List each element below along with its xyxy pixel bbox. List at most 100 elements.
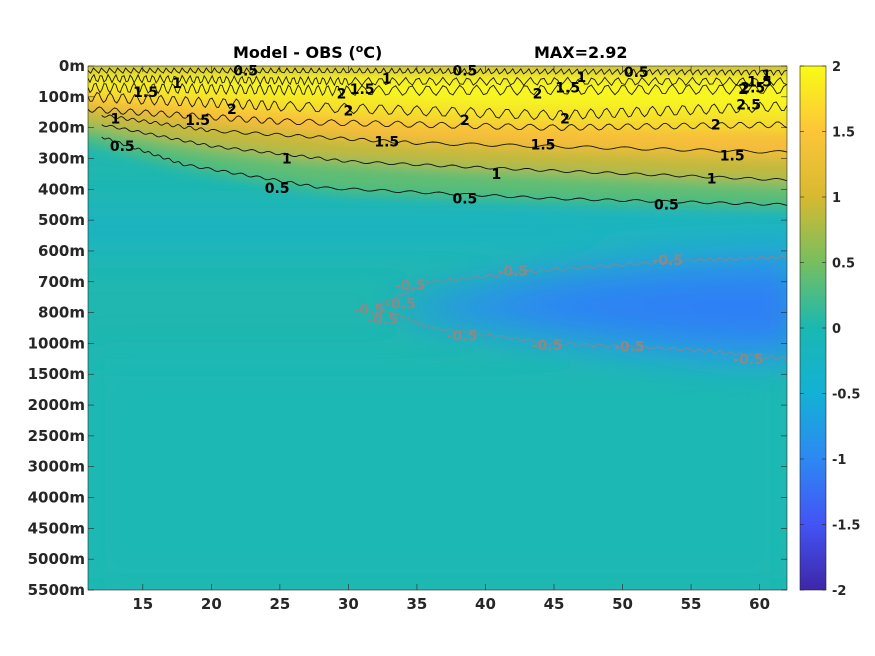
contour-label: 1.5 — [133, 85, 158, 101]
contour-line — [101, 114, 787, 154]
contour-label: 2 — [711, 118, 721, 134]
y-tick-label: 300m — [38, 149, 85, 167]
x-tick-label: 20 — [201, 595, 222, 613]
contour-label: -0.5 — [652, 253, 683, 269]
contour-label: -0.5 — [385, 296, 416, 312]
contour-label: -0.5 — [532, 338, 563, 354]
y-tick-label: 100m — [38, 88, 85, 106]
x-tick-label: 45 — [544, 595, 565, 613]
colorbar-tick-label: 0 — [832, 322, 841, 337]
colorbar-tick-label: 0.5 — [832, 257, 855, 272]
colorbar — [800, 66, 826, 590]
contour-label: 2 — [560, 111, 570, 127]
contour-label: 0.5 — [265, 181, 290, 197]
axes-frame — [87, 65, 788, 591]
y-tick-label: 0m — [59, 57, 85, 75]
contour-label: 1 — [282, 151, 292, 167]
contour-label: 1.5 — [185, 113, 210, 129]
contour-label: 0.5 — [453, 192, 478, 208]
contour-label: 2 — [337, 87, 347, 103]
max-label: MAX=2.92 — [534, 43, 628, 62]
contour-label: 1.5 — [747, 74, 772, 90]
contour-label: 2 — [460, 113, 470, 129]
contour-label: 2 — [738, 82, 748, 98]
contour-label: -0.5 — [367, 312, 398, 328]
colorbar-tick-label: -1 — [832, 453, 846, 468]
contour-label: 1 — [577, 70, 587, 86]
contour-label: 2.5 — [740, 81, 765, 97]
contour-label: -0.5 — [354, 303, 385, 319]
y-tick-label: 400m — [38, 180, 85, 198]
x-tick-label: 40 — [475, 595, 496, 613]
x-tick-label: 50 — [612, 595, 633, 613]
contour-label: 0.5 — [453, 64, 478, 80]
contour-label: 1.5 — [555, 81, 580, 97]
contour-line — [101, 136, 787, 206]
contour-label: 1 — [382, 71, 392, 87]
colorbar-tick-label: -2 — [832, 584, 846, 599]
contour-label: 1 — [111, 111, 121, 127]
contour-label: 1 — [762, 68, 772, 84]
x-tick-label: 30 — [338, 595, 359, 613]
contour-label: 1.5 — [350, 82, 375, 98]
contour-label: -0.5 — [395, 278, 426, 294]
contour-label: -0.5 — [733, 352, 764, 368]
y-tick-label: 4500m — [28, 519, 85, 537]
y-tick-label: 800m — [38, 304, 85, 322]
contour-line — [88, 91, 787, 121]
contour-line — [88, 67, 787, 76]
y-tick-label: 500m — [38, 211, 85, 229]
contour-line — [375, 255, 787, 308]
contour-label: 2 — [344, 104, 354, 120]
contour-label: 0.5 — [110, 139, 135, 155]
contour-line — [88, 82, 787, 97]
y-axis-ticks: 0m 100m 200m 300m 400m 500m 600m 700m 800m 1000m 1… — [28, 57, 787, 599]
x-tick-label: 55 — [681, 595, 702, 613]
y-tick-label: 700m — [38, 273, 85, 291]
x-tick-label: 25 — [269, 595, 290, 613]
contour-label: 1.5 — [374, 135, 399, 151]
colorbar-tick-label: 2 — [832, 60, 841, 75]
contour-lines — [88, 67, 787, 361]
x-tick-label: 60 — [749, 595, 770, 613]
contour-label: -0.5 — [498, 264, 529, 280]
x-tick-label: 35 — [407, 595, 428, 613]
y-tick-label: 1500m — [28, 365, 85, 383]
colorbar-ticks: 2 1.5 1 0.5 0 -0.5 -1 -1.5 -2 — [800, 60, 860, 599]
contour-line — [375, 306, 787, 361]
contour-line — [88, 73, 787, 87]
contour-label: 0.5 — [654, 198, 679, 214]
contour-line — [101, 124, 787, 182]
y-tick-label: 5500m — [28, 581, 85, 599]
colorbar-tick-label: 1 — [832, 191, 841, 206]
contour-label: 1.5 — [720, 148, 745, 164]
y-tick-label: 200m — [38, 119, 85, 137]
contour-label: 0.5 — [233, 64, 258, 80]
contour-label: 1 — [707, 172, 717, 188]
contour-label: 0.5 — [624, 65, 649, 81]
y-tick-label: 600m — [38, 242, 85, 260]
contour-label: 2 — [533, 87, 543, 103]
y-tick-label: 2000m — [28, 396, 85, 414]
colorbar-tick-label: -0.5 — [832, 388, 860, 403]
y-tick-label: 5000m — [28, 550, 85, 568]
contour-label: 1.5 — [531, 138, 556, 154]
contour-label: 1 — [492, 167, 502, 183]
y-tick-label: 1000m — [28, 334, 85, 352]
y-tick-label: 3000m — [28, 458, 85, 476]
contour-label: 2 — [227, 102, 237, 118]
contour-label: 1 — [172, 76, 182, 92]
x-tick-label: 15 — [132, 595, 153, 613]
contour-line — [88, 106, 787, 131]
contour-label: -0.5 — [447, 329, 478, 345]
y-tick-label: 2500m — [28, 427, 85, 445]
contour-label: 2.5 — [736, 98, 761, 114]
chart-title: Model - OBS (oC) — [233, 42, 382, 62]
colorbar-tick-label: 1.5 — [832, 126, 855, 141]
y-tick-label: 4000m — [28, 489, 85, 507]
contour-label: -0.5 — [614, 339, 645, 355]
colorbar-tick-label: -1.5 — [832, 519, 860, 534]
x-axis-ticks: 15 20 25 30 35 40 45 50 55 60 — [132, 66, 770, 613]
